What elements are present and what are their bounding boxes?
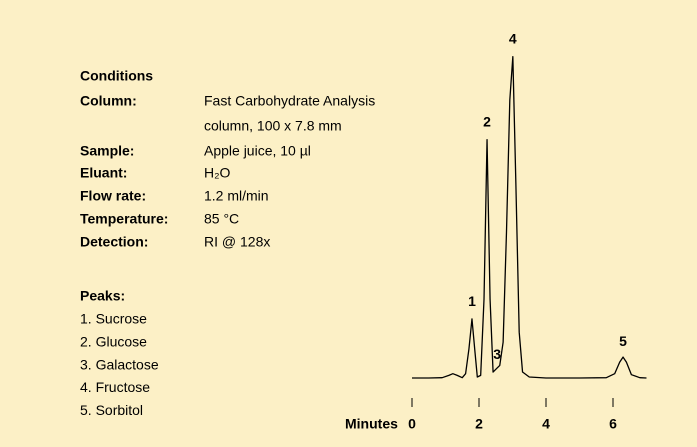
peak-label: 3 (493, 346, 501, 362)
condition-value: H₂O (204, 165, 231, 181)
x-tick-label: 4 (542, 416, 550, 432)
x-axis-label: Minutes (345, 416, 398, 432)
condition-label: Detection: (80, 234, 148, 250)
x-tick-label: 6 (609, 416, 617, 432)
chromatogram-trace (412, 55, 647, 379)
condition-label: Sample: (80, 143, 134, 159)
peak-item: 3. Galactose (80, 356, 159, 372)
x-tick-label: 0 (408, 416, 416, 432)
peak-label: 1 (468, 293, 476, 309)
condition-label: Flow rate: (80, 188, 146, 204)
conditions-title: Conditions (80, 68, 153, 84)
condition-label: Eluant: (80, 165, 127, 181)
condition-value: column, 100 x 7.8 mm (204, 118, 342, 134)
peak-item: 2. Glucose (80, 334, 147, 350)
peaks-title: Peaks: (80, 288, 125, 304)
peak-item: 1. Sucrose (80, 311, 147, 327)
peak-item: 4. Fructose (80, 379, 150, 395)
peak-label: 5 (619, 333, 627, 349)
condition-value: RI @ 128x (204, 234, 270, 250)
condition-value: 1.2 ml/min (204, 188, 269, 204)
condition-value: Fast Carbohydrate Analysis (204, 93, 375, 109)
condition-value: 85 °C (204, 211, 239, 227)
peak-label: 2 (483, 114, 491, 130)
peak-item: 5. Sorbitol (80, 402, 143, 418)
x-tick-label: 2 (475, 416, 483, 432)
peak-label: 4 (509, 31, 517, 47)
condition-label: Temperature: (80, 211, 168, 227)
condition-label: Column: (80, 93, 137, 109)
condition-value: Apple juice, 10 µl (204, 143, 311, 159)
